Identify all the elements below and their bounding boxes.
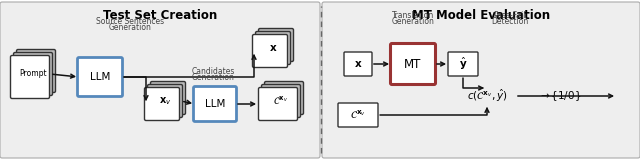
FancyBboxPatch shape <box>13 52 52 96</box>
FancyBboxPatch shape <box>193 86 237 121</box>
FancyBboxPatch shape <box>344 52 372 76</box>
Text: LLM: LLM <box>205 99 225 109</box>
Text: Detection: Detection <box>492 17 529 27</box>
Text: Translation: Translation <box>392 11 434 21</box>
FancyBboxPatch shape <box>390 44 435 84</box>
Text: Source Sentences: Source Sentences <box>96 17 164 25</box>
FancyBboxPatch shape <box>77 58 122 97</box>
Text: Prompt: Prompt <box>19 69 47 79</box>
Text: Candidates: Candidates <box>191 66 235 76</box>
Text: LLM: LLM <box>90 72 110 82</box>
Text: Pass-Fail: Pass-Fail <box>493 11 526 21</box>
Text: $\rightarrow \{1/0\}$: $\rightarrow \{1/0\}$ <box>538 89 582 103</box>
Text: Generation: Generation <box>109 23 152 31</box>
FancyBboxPatch shape <box>448 52 478 76</box>
Text: $\mathcal{C}^{\mathbf{x}_v}$: $\mathcal{C}^{\mathbf{x}_v}$ <box>350 109 366 121</box>
Text: Generation: Generation <box>392 17 435 27</box>
FancyBboxPatch shape <box>253 35 287 68</box>
FancyBboxPatch shape <box>10 55 49 98</box>
FancyBboxPatch shape <box>338 103 378 127</box>
FancyBboxPatch shape <box>322 2 640 158</box>
FancyBboxPatch shape <box>145 87 179 121</box>
FancyBboxPatch shape <box>150 82 186 114</box>
Text: MT: MT <box>404 58 422 70</box>
Text: $\mathcal{C}^{\mathbf{x}_v}$: $\mathcal{C}^{\mathbf{x}_v}$ <box>273 95 289 107</box>
Text: $\hat{\mathbf{y}}$: $\hat{\mathbf{y}}$ <box>459 56 467 72</box>
Text: $\mathbf{x}_v$: $\mathbf{x}_v$ <box>159 95 172 107</box>
FancyBboxPatch shape <box>259 28 294 62</box>
Text: $\mathbf{x}$: $\mathbf{x}$ <box>269 43 277 53</box>
Text: $c(\mathcal{C}^{\mathbf{x}_v}, \hat{y})$: $c(\mathcal{C}^{\mathbf{x}_v}, \hat{y})$ <box>467 88 508 104</box>
Text: Generation: Generation <box>191 73 234 82</box>
Text: $\mathbf{x}$: $\mathbf{x}$ <box>354 59 362 69</box>
FancyBboxPatch shape <box>147 84 182 118</box>
FancyBboxPatch shape <box>0 2 320 158</box>
FancyBboxPatch shape <box>255 31 291 65</box>
FancyBboxPatch shape <box>17 49 56 93</box>
FancyBboxPatch shape <box>264 82 303 114</box>
FancyBboxPatch shape <box>262 84 301 118</box>
Text: Test Set Creation: Test Set Creation <box>103 9 217 22</box>
Text: MT Model Evaluation: MT Model Evaluation <box>412 9 550 22</box>
FancyBboxPatch shape <box>259 87 298 121</box>
